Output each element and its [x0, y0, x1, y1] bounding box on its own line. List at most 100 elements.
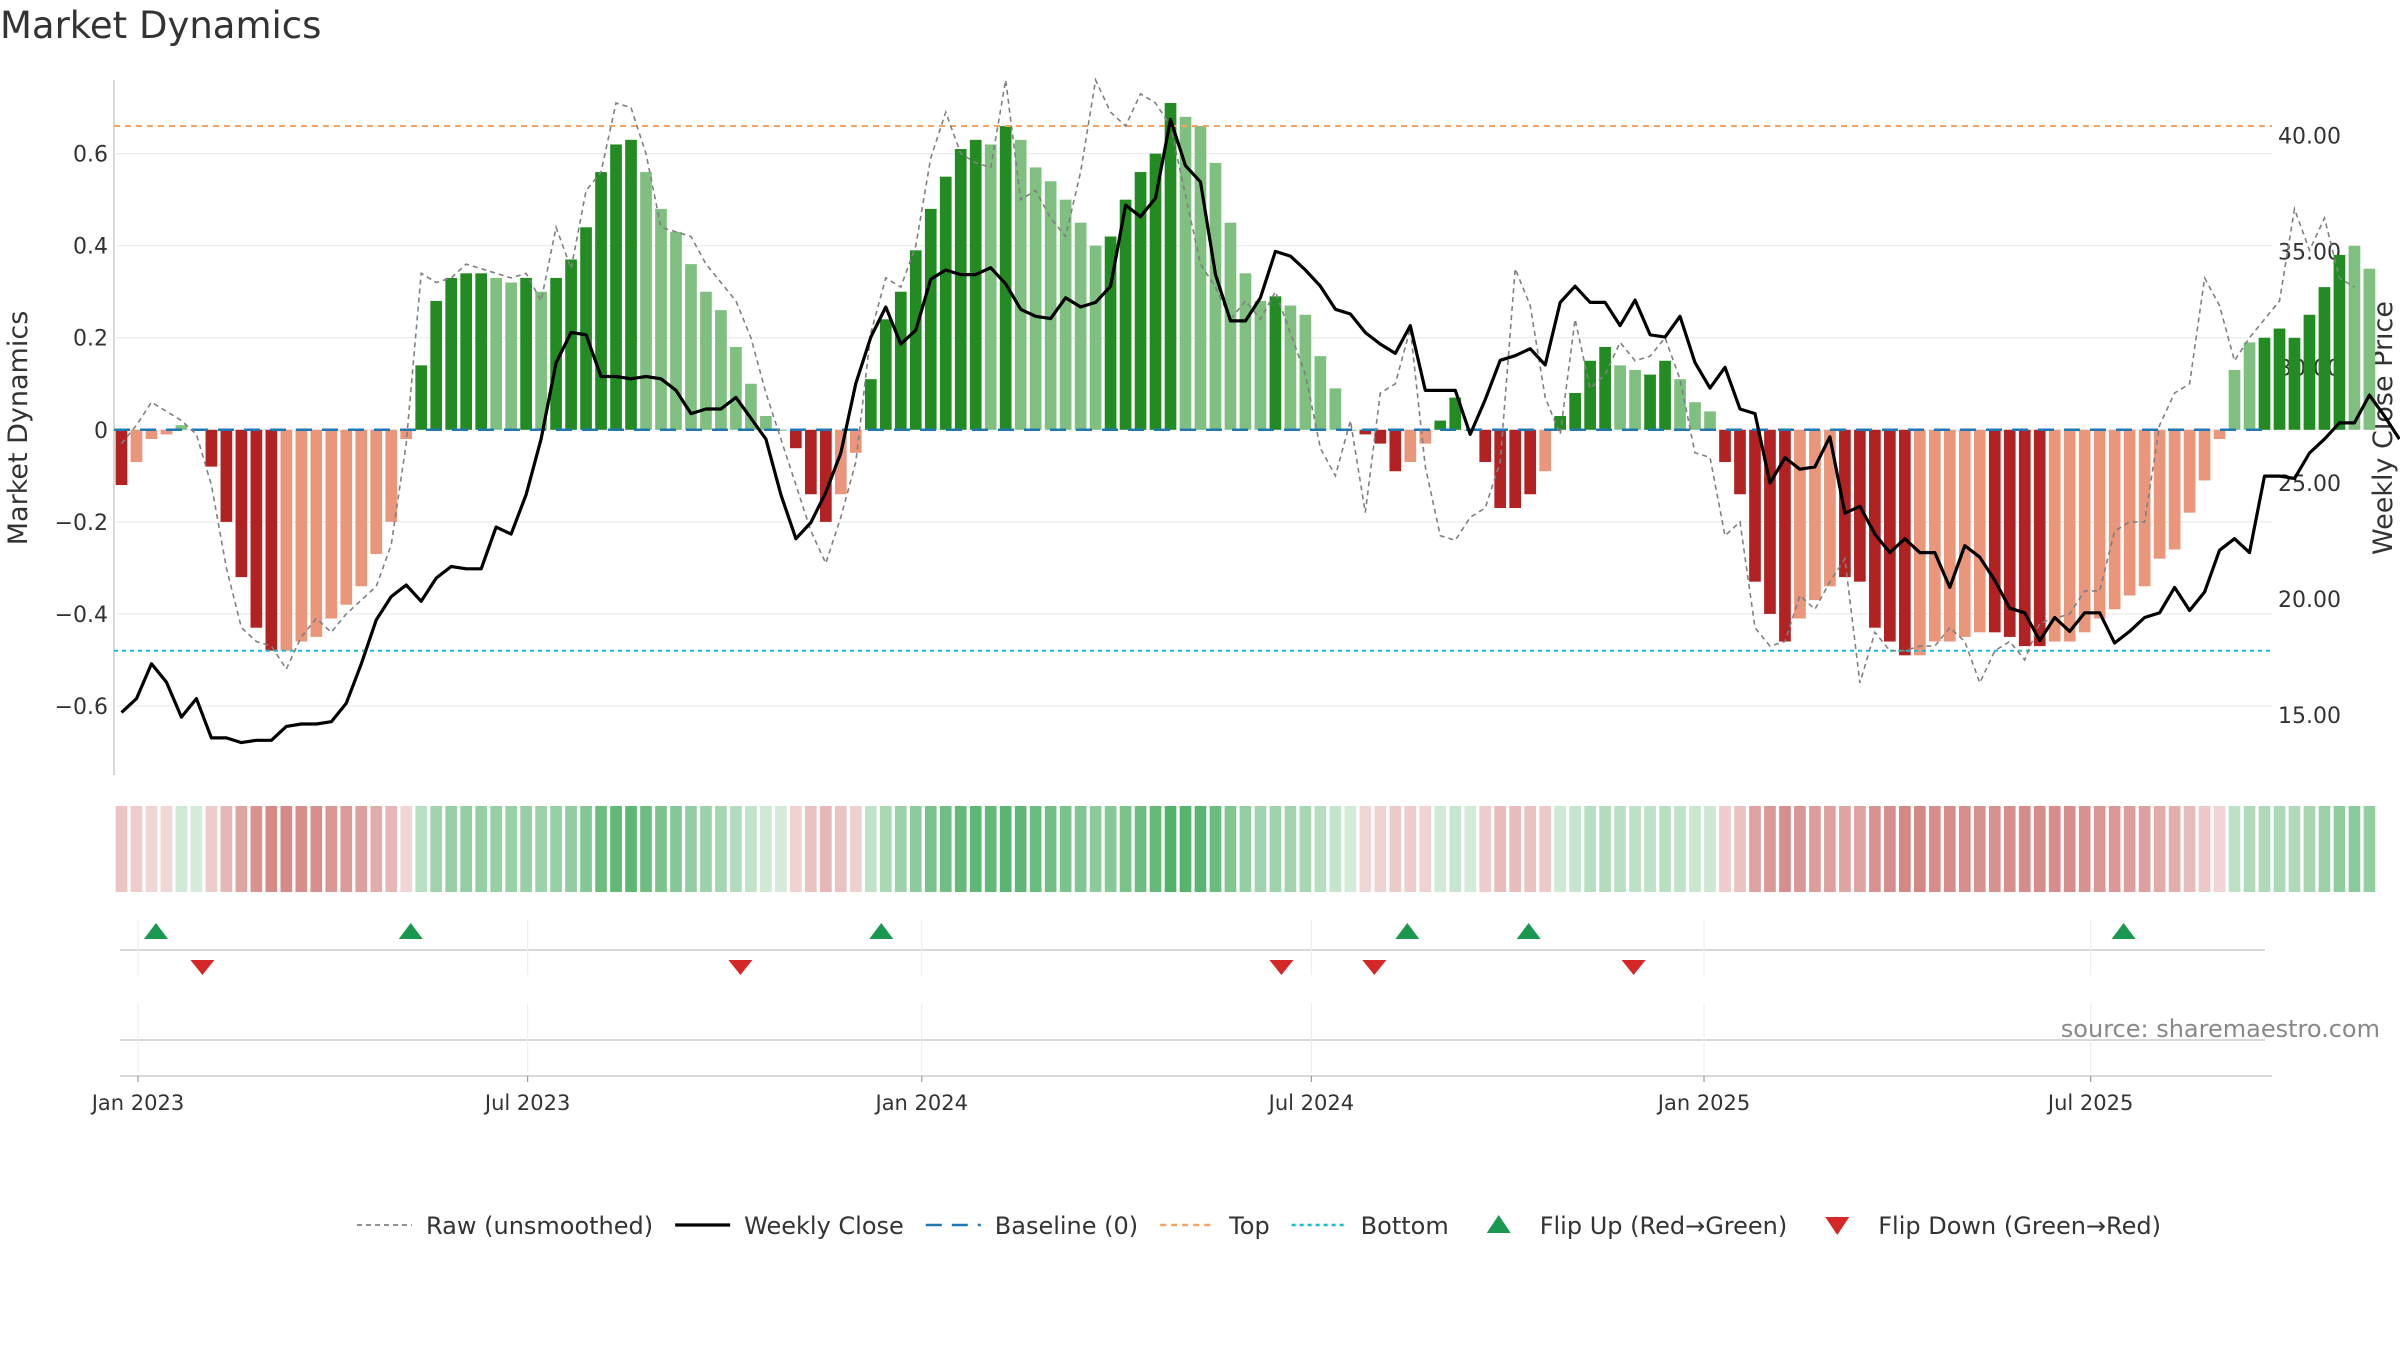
momentum-bar [580, 227, 592, 430]
state-cell [1449, 806, 1462, 892]
momentum-bar [1898, 429, 1911, 656]
momentum-bar [1704, 411, 1716, 430]
y-tick-label: −0.6 [55, 695, 108, 720]
momentum-bar [115, 429, 128, 486]
momentum-bar [834, 429, 847, 495]
state-cell [1239, 806, 1252, 892]
state-cell [1913, 806, 1926, 892]
state-cell [370, 806, 383, 892]
state-cell [1014, 806, 1027, 892]
legend-label: Baseline (0) [995, 1212, 1138, 1240]
state-cell [1659, 806, 1671, 892]
state-cell [1359, 806, 1372, 892]
momentum-bar [385, 429, 398, 522]
state-cell [1928, 806, 1941, 892]
state-cell [745, 806, 757, 892]
momentum-bar [2288, 337, 2301, 430]
y-tick-label: 0.6 [73, 143, 108, 168]
state-cell [909, 806, 922, 892]
momentum-bar [879, 319, 892, 430]
momentum-bar [730, 346, 742, 430]
momentum-bar [655, 208, 667, 430]
momentum-bar [2123, 429, 2136, 596]
momentum-bar [805, 429, 817, 495]
state-cell [1494, 806, 1507, 892]
state-cell [505, 806, 517, 892]
state-cell [760, 806, 772, 892]
state-cell [2138, 806, 2151, 892]
state-cell [1839, 806, 1851, 892]
momentum-bar [1209, 162, 1222, 430]
momentum-bar [1988, 429, 2001, 633]
x-tick-label: Jul 2025 [2046, 1091, 2133, 1115]
momentum-bar [1509, 429, 1522, 509]
state-cell [969, 806, 982, 892]
momentum-bar [1494, 429, 1507, 509]
state-cell [400, 806, 413, 892]
momentum-bar [819, 429, 832, 522]
momentum-bar [535, 291, 547, 430]
state-cell [1209, 806, 1222, 892]
state-cell [1539, 806, 1552, 892]
momentum-bar [145, 429, 158, 440]
momentum-bar [1928, 429, 1941, 642]
state-cell [580, 806, 592, 892]
state-cell [2288, 806, 2301, 892]
state-cell [340, 806, 353, 892]
momentum-bar [2348, 245, 2361, 430]
state-cell [1344, 806, 1357, 892]
momentum-bar [1794, 429, 1806, 619]
state-cell [1644, 806, 1656, 892]
momentum-bar [1014, 139, 1027, 430]
momentum-bar [1779, 429, 1791, 642]
momentum-bar [1689, 402, 1701, 430]
state-cell [1734, 806, 1746, 892]
state-cell [445, 806, 458, 892]
state-cell [1869, 806, 1881, 892]
legend-label: Flip Down (Green→Red) [1878, 1212, 2161, 1240]
state-cell [1854, 806, 1866, 892]
state-cell [1884, 806, 1896, 892]
state-cell [715, 806, 727, 892]
momentum-bar [999, 126, 1012, 430]
momentum-bar [1629, 369, 1641, 430]
momentum-bar [1809, 429, 1821, 601]
momentum-bar [265, 429, 278, 651]
state-cell [1419, 806, 1432, 892]
momentum-bar [864, 379, 877, 430]
state-cell [2363, 806, 2376, 892]
momentum-bar [2363, 268, 2376, 430]
momentum-bar [954, 149, 967, 430]
state-cell [175, 806, 188, 892]
momentum-bar [1239, 273, 1252, 430]
momentum-bar [175, 425, 188, 430]
state-cell [685, 806, 697, 892]
state-cell [1479, 806, 1492, 892]
state-cell [2168, 806, 2181, 892]
state-cell [115, 806, 128, 892]
state-cell [265, 806, 278, 892]
momentum-bar [505, 282, 517, 430]
state-cell [1404, 806, 1417, 892]
state-cell [1059, 806, 1072, 892]
momentum-bar [2333, 254, 2346, 430]
momentum-bar [1554, 415, 1567, 430]
legend-swatch [1825, 1217, 1850, 1235]
flip-up-marker [1516, 923, 1541, 939]
state-cell [190, 806, 203, 892]
state-cell [1973, 806, 1986, 892]
state-cell [1389, 806, 1402, 892]
momentum-bar [250, 429, 263, 628]
momentum-bar [2048, 429, 2061, 642]
y2-tick-label: 15.00 [2278, 704, 2341, 729]
state-cell [325, 806, 338, 892]
state-cell [805, 806, 817, 892]
flip-up-marker [1395, 923, 1420, 939]
state-cell [2273, 806, 2286, 892]
state-cell [295, 806, 308, 892]
momentum-bar [1569, 392, 1581, 430]
state-cell [430, 806, 443, 892]
momentum-bar [790, 429, 802, 449]
momentum-bar [2033, 429, 2046, 647]
state-cell [1554, 806, 1567, 892]
